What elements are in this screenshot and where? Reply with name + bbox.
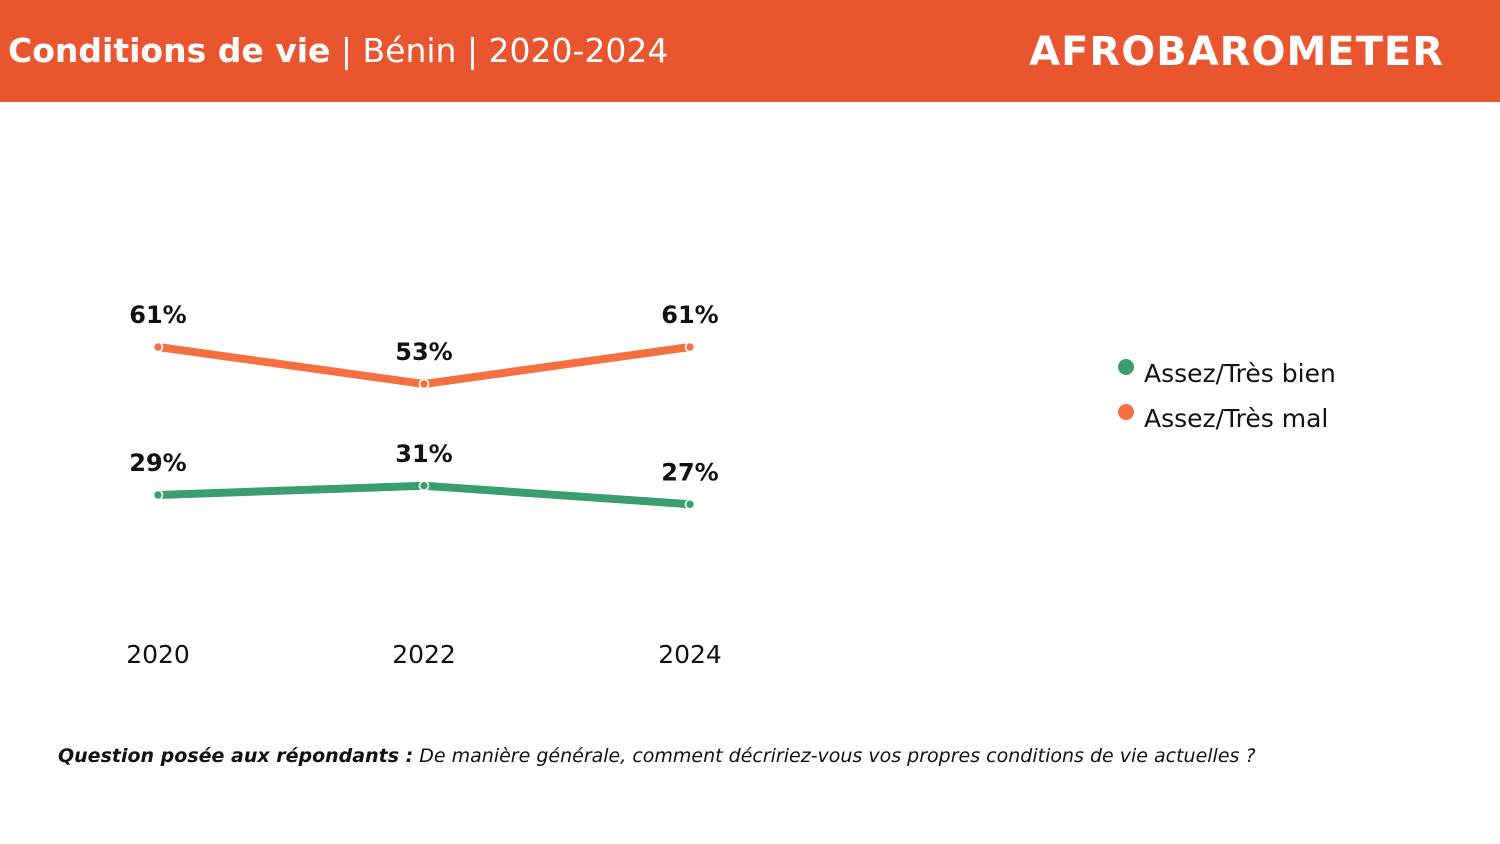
legend-item-mal: Assez/Très mal	[1118, 401, 1336, 446]
data-point-bien-2024	[684, 498, 696, 510]
x-tick-2024: 2024	[658, 640, 722, 669]
page-title: Conditions de vie | Bénin | 2020-2024	[8, 28, 668, 74]
data-label-mal-2024: 61%	[661, 301, 718, 329]
question-label: Question posée aux répondants :	[58, 745, 414, 767]
legend-label-mal: Assez/Très mal	[1144, 404, 1329, 433]
page-title-subtitle: | Bénin | 2020-2024	[330, 31, 669, 70]
afrobarometer-logo: AFROBAROMETER	[1029, 29, 1444, 75]
data-label-bien-2024: 27%	[661, 458, 718, 486]
data-point-bien-2022	[418, 480, 430, 492]
data-label-bien-2022: 31%	[395, 440, 452, 468]
data-point-mal-2022	[418, 378, 430, 390]
header-bar: Conditions de vie | Bénin | 2020-2024 AF…	[0, 0, 1500, 102]
data-label-mal-2020: 61%	[129, 301, 186, 329]
chart-legend: Assez/Très bien Assez/Très mal	[1118, 356, 1336, 446]
question-text: De manière générale, comment décririez-v…	[413, 745, 1256, 767]
legend-label-bien: Assez/Très bien	[1144, 359, 1336, 388]
survey-question: Question posée aux répondants : De maniè…	[58, 742, 1478, 770]
x-tick-2020: 2020	[126, 640, 190, 669]
line-chart: 29% 31% 27% 61% 53% 61% 2020 2022 2024	[126, 301, 722, 669]
page-title-main: Conditions de vie	[8, 31, 331, 70]
legend-dot-bien	[1118, 359, 1134, 375]
data-label-bien-2020: 29%	[129, 449, 186, 477]
data-point-bien-2020	[152, 489, 164, 501]
legend-item-bien: Assez/Très bien	[1118, 356, 1336, 401]
x-tick-2022: 2022	[392, 640, 456, 669]
data-point-mal-2020	[152, 341, 164, 353]
data-point-mal-2024	[684, 341, 696, 353]
legend-dot-mal	[1118, 404, 1134, 420]
data-label-mal-2022: 53%	[395, 338, 452, 366]
